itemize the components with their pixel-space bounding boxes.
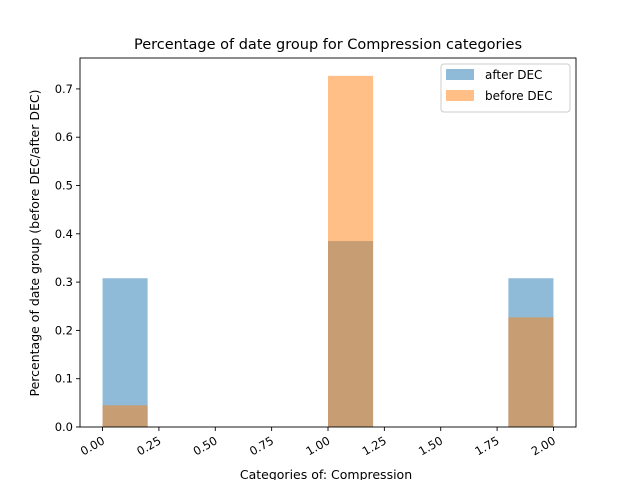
- x-tick-label: 0.25: [134, 433, 163, 458]
- x-tick-label: 2.00: [529, 433, 558, 458]
- bar-before-dec-2: [508, 317, 554, 427]
- y-tick-label: 0.1: [55, 372, 73, 386]
- legend-label-after-dec: after DEC: [485, 68, 542, 82]
- x-tick-label: 1.50: [416, 433, 445, 458]
- x-tick-label: 0.75: [247, 433, 276, 458]
- bar-after-dec-0: [102, 278, 148, 427]
- x-tick-label: 1.00: [303, 433, 332, 458]
- x-tick-label: 0.00: [78, 433, 107, 458]
- y-tick-label: 0.0: [55, 420, 73, 434]
- x-tick-label: 1.25: [360, 433, 389, 458]
- y-tick-label: 0.5: [55, 179, 73, 193]
- legend-swatch-before-dec: [446, 90, 474, 101]
- legend-label-before-dec: before DEC: [485, 89, 553, 103]
- x-axis-label: Categories of: Compression: [240, 467, 412, 480]
- y-tick-label: 0.2: [55, 323, 73, 337]
- y-tick-label: 0.3: [55, 275, 73, 289]
- x-tick-label: 0.50: [191, 433, 220, 458]
- x-axis-ticks: 0.00 0.25 0.50 0.75 1.00 1.25 1.50 1.75 2.00: [78, 427, 558, 458]
- y-tick-label: 0.7: [55, 82, 73, 96]
- bar-before-dec-0: [102, 405, 148, 427]
- bars-layer: [102, 75, 554, 427]
- x-tick-label: 1.75: [472, 433, 501, 458]
- legend-swatch-after-dec: [446, 69, 474, 80]
- bar-before-dec-1: [328, 75, 374, 427]
- y-tick-label: 0.6: [55, 130, 73, 144]
- y-axis-label: Percentage of date group (before DEC/aft…: [27, 90, 42, 397]
- y-tick-label: 0.4: [55, 227, 73, 241]
- y-axis-ticks: 0.0 0.1 0.2 0.3 0.4 0.5 0.6 0.7: [55, 82, 80, 434]
- legend: after DEC before DEC: [440, 63, 571, 113]
- chart-title: Percentage of date group for Compression…: [134, 37, 522, 53]
